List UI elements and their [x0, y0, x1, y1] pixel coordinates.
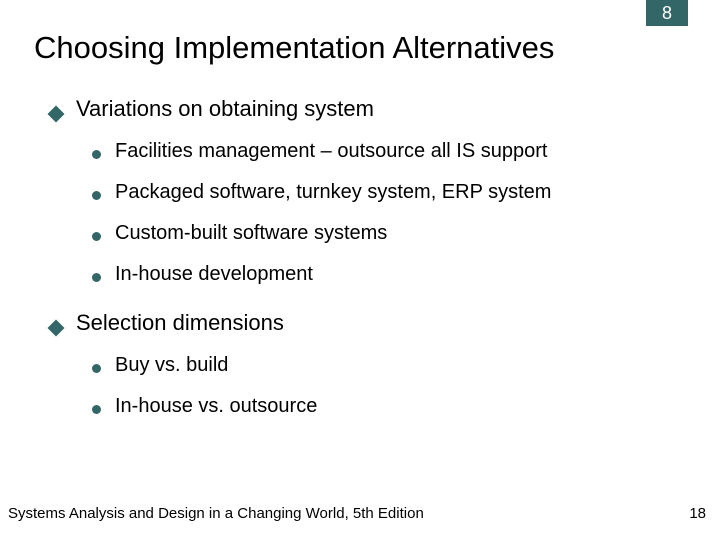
bullet-l1-text: Variations on obtaining system — [76, 96, 374, 122]
slide-content: Variations on obtaining system Facilitie… — [50, 86, 680, 418]
footer-text: Systems Analysis and Design in a Changin… — [8, 505, 424, 522]
bullet-l2: In-house development — [92, 263, 680, 286]
dot-icon — [92, 232, 101, 241]
dot-icon — [92, 273, 101, 282]
dot-icon — [92, 405, 101, 414]
dot-icon — [92, 364, 101, 373]
bullet-l2: Buy vs. build — [92, 354, 680, 377]
bullet-l2: Custom-built software systems — [92, 222, 680, 245]
bullet-l1: Variations on obtaining system — [50, 96, 680, 122]
bullet-l2: Facilities management – outsource all IS… — [92, 140, 680, 163]
chapter-badge: 8 — [646, 0, 688, 26]
bullet-l2: In-house vs. outsource — [92, 395, 680, 418]
chapter-number: 8 — [662, 3, 672, 24]
bullet-l2-text: In-house development — [115, 263, 313, 286]
bullet-l2-text: In-house vs. outsource — [115, 395, 317, 418]
bullet-l1-text: Selection dimensions — [76, 310, 284, 336]
bullet-l2: Packaged software, turnkey system, ERP s… — [92, 181, 680, 204]
diamond-icon — [48, 106, 65, 123]
bullet-l2-text: Packaged software, turnkey system, ERP s… — [115, 181, 551, 204]
dot-icon — [92, 191, 101, 200]
page-number: 18 — [689, 505, 706, 522]
bullet-l2-text: Custom-built software systems — [115, 222, 387, 245]
dot-icon — [92, 150, 101, 159]
bullet-l1: Selection dimensions — [50, 310, 680, 336]
diamond-icon — [48, 320, 65, 337]
slide-title: Choosing Implementation Alternatives — [34, 30, 554, 66]
bullet-l2-text: Facilities management – outsource all IS… — [115, 140, 547, 163]
bullet-l2-text: Buy vs. build — [115, 354, 228, 377]
